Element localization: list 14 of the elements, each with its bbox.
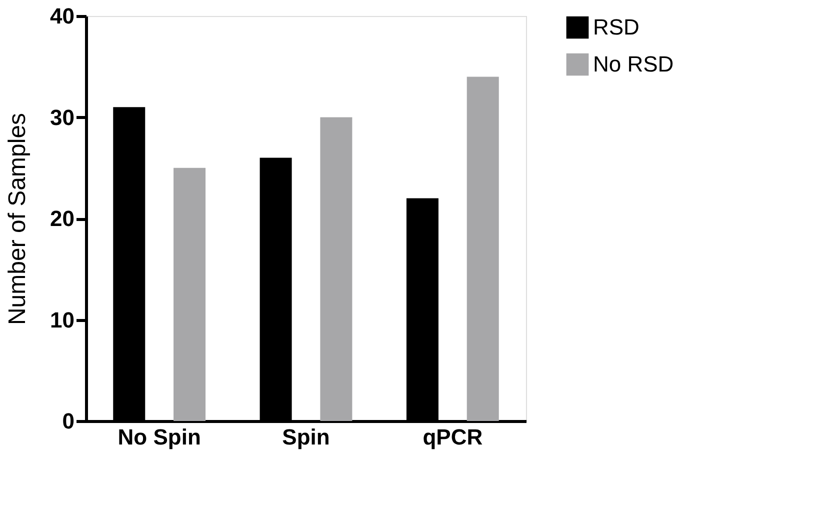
bar [174,168,206,421]
bar [320,117,352,421]
legend-label: No RSD [593,52,674,76]
bar [466,76,499,421]
x-tick-label: qPCR [422,424,483,450]
x-tick-label: No Spin [118,424,201,450]
legend-label: RSD [593,14,640,40]
y-tick-label: 30 [50,104,74,130]
y-tick-label: 0 [62,408,74,434]
x-tick-label: Spin [282,424,330,450]
y-tick-label: 10 [50,307,74,332]
y-tick-label: 40 [50,4,74,28]
y-axis-title: Number of Samples [4,112,32,326]
y-tick-label: 20 [50,206,74,231]
